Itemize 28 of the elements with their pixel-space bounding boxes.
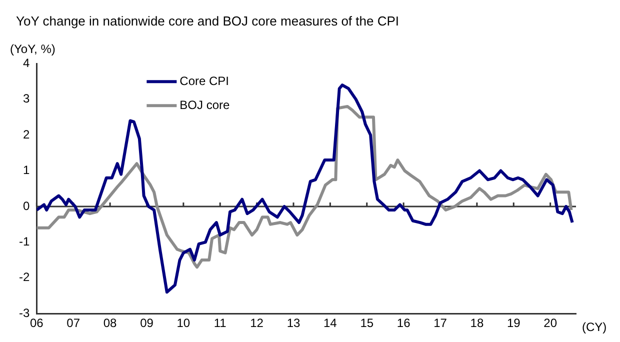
x-tick-label: 18 bbox=[470, 316, 484, 330]
y-tick-label: 1 bbox=[22, 163, 30, 178]
y-axis-title: (YoY, %) bbox=[10, 42, 56, 56]
y-tick-label: 3 bbox=[22, 92, 30, 106]
x-tick-label: 08 bbox=[103, 316, 118, 330]
x-tick-label: 12 bbox=[250, 316, 264, 330]
x-tick-label: 13 bbox=[286, 316, 300, 330]
legend-label: BOJ core bbox=[180, 98, 230, 112]
x-tick-label: 16 bbox=[396, 316, 411, 330]
x-tick-label: 17 bbox=[434, 316, 448, 330]
legend-label: Core CPI bbox=[180, 74, 230, 88]
x-tick-label: 06 bbox=[30, 316, 44, 330]
y-tick-label: -2 bbox=[19, 270, 30, 284]
x-tick-label: 09 bbox=[140, 316, 154, 330]
y-tick-label: -3 bbox=[19, 306, 30, 320]
x-axis-title: (CY) bbox=[582, 320, 607, 334]
x-tick-label: 11 bbox=[214, 316, 227, 330]
x-tick-label: 15 bbox=[360, 316, 374, 330]
x-tick-label: 14 bbox=[324, 316, 338, 330]
y-tick-label: -1 bbox=[19, 234, 30, 248]
x-tick-label: 07 bbox=[66, 316, 80, 330]
x-tick-label: 19 bbox=[506, 316, 521, 330]
y-tick-label: 2 bbox=[22, 127, 30, 142]
chart-title: YoY change in nationwide core and BOJ core measures of the CPI bbox=[16, 13, 400, 28]
x-tick-label: 10 bbox=[176, 316, 190, 330]
y-tick-label: 4 bbox=[22, 56, 30, 70]
x-tick-label: 20 bbox=[544, 316, 558, 330]
y-tick-label: 0 bbox=[22, 198, 30, 213]
